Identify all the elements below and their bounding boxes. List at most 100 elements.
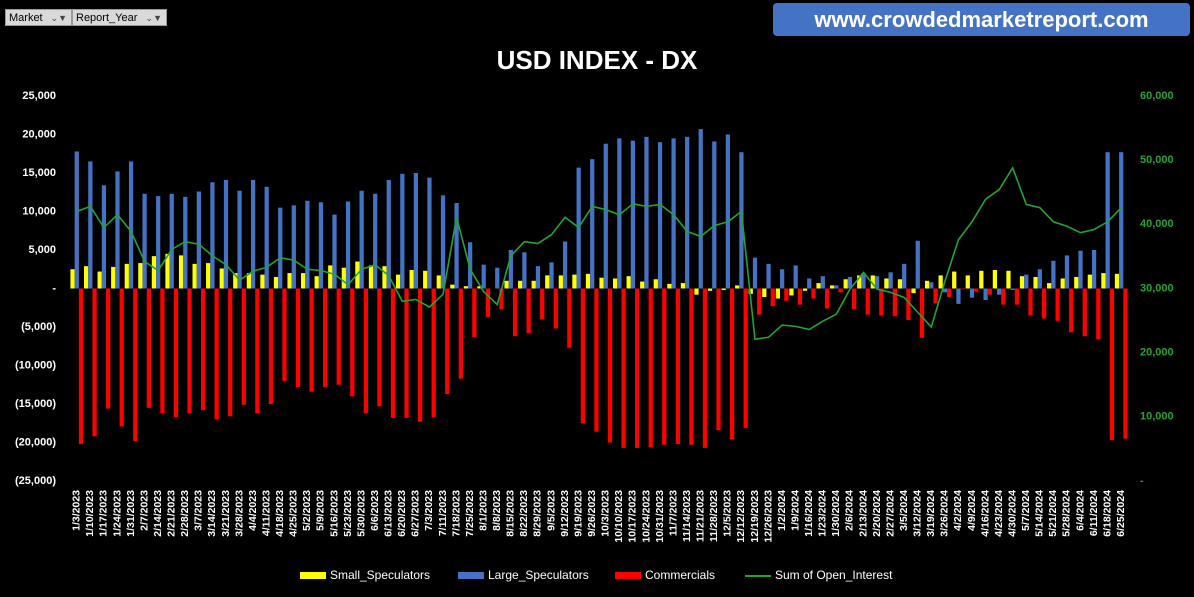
bar bbox=[246, 273, 251, 289]
bar bbox=[241, 288, 246, 405]
x-tick-label: 6/11/2024 bbox=[1088, 490, 1100, 536]
x-tick-label: 12/26/2023 bbox=[762, 490, 774, 543]
bar bbox=[219, 268, 224, 289]
bar bbox=[553, 288, 558, 329]
bar bbox=[1091, 250, 1097, 289]
bar bbox=[897, 279, 903, 289]
bar bbox=[535, 266, 541, 289]
x-tick-label: 4/4/2023 bbox=[247, 490, 259, 531]
x-tick-label: 1/2/2024 bbox=[776, 490, 788, 531]
bar bbox=[518, 280, 523, 289]
bar bbox=[648, 288, 653, 448]
bar bbox=[1037, 269, 1042, 289]
filter-button[interactable]: Report_Year ⌄▼ bbox=[72, 9, 167, 26]
x-tick-label: 8/15/2023 bbox=[505, 490, 517, 537]
bar bbox=[468, 242, 473, 289]
bar bbox=[1019, 276, 1025, 289]
bar bbox=[1074, 276, 1079, 289]
bar bbox=[206, 263, 211, 289]
bar bbox=[915, 240, 920, 289]
y-tick-label: (10,000) bbox=[15, 359, 56, 371]
bar bbox=[572, 274, 577, 289]
bar bbox=[74, 151, 79, 289]
bar bbox=[689, 288, 694, 445]
bar bbox=[341, 267, 346, 289]
bar bbox=[865, 288, 870, 315]
bar bbox=[680, 283, 686, 289]
bar bbox=[328, 265, 333, 289]
x-tick-label: 2/21/2023 bbox=[166, 490, 178, 537]
x-tick-label: 4/16/2024 bbox=[979, 490, 991, 537]
bar bbox=[83, 266, 89, 289]
bar bbox=[512, 288, 518, 337]
y2-tick-label: 50,000 bbox=[1140, 154, 1174, 166]
bar bbox=[802, 288, 808, 291]
bar bbox=[477, 286, 482, 289]
bar bbox=[440, 195, 446, 289]
x-tick-label: 4/18/2023 bbox=[274, 490, 286, 537]
x-tick-label: 1/24/2023 bbox=[111, 490, 123, 537]
filter-button[interactable]: Market ⌄▼ bbox=[5, 9, 72, 26]
y-tick-label: 5,000 bbox=[28, 244, 56, 256]
bar bbox=[1064, 255, 1070, 289]
bar bbox=[852, 288, 857, 310]
bar bbox=[106, 288, 111, 409]
x-tick-label: 6/6/2023 bbox=[369, 490, 381, 531]
bar bbox=[612, 278, 618, 289]
bar bbox=[789, 288, 794, 296]
bar bbox=[1082, 288, 1087, 337]
bar bbox=[305, 200, 310, 289]
bar bbox=[1028, 288, 1033, 316]
bar bbox=[463, 286, 469, 289]
legend-swatch bbox=[615, 572, 641, 579]
line bbox=[76, 166, 1122, 341]
bar bbox=[884, 278, 889, 289]
bar bbox=[223, 179, 229, 289]
bar bbox=[260, 274, 265, 289]
bar bbox=[847, 276, 853, 289]
x-tick-label: 12/19/2023 bbox=[749, 490, 761, 543]
bar bbox=[906, 288, 911, 321]
bar bbox=[635, 288, 640, 448]
bar bbox=[947, 288, 952, 297]
x-tick-label: 8/29/2023 bbox=[532, 490, 544, 537]
x-tick-label: 5/14/2024 bbox=[1034, 490, 1046, 537]
bar bbox=[368, 265, 374, 289]
x-tick-label: 7/18/2023 bbox=[450, 490, 462, 537]
bar bbox=[386, 179, 391, 289]
bar bbox=[395, 274, 401, 289]
bar bbox=[1047, 283, 1052, 289]
bar bbox=[115, 171, 120, 289]
x-tick-label: 3/14/2023 bbox=[206, 490, 218, 537]
x-tick-label: 6/13/2023 bbox=[383, 490, 395, 537]
bar bbox=[1119, 152, 1124, 289]
bar bbox=[404, 288, 409, 418]
bar bbox=[427, 177, 432, 289]
y2-tick-label: 60,000 bbox=[1140, 90, 1174, 102]
bar bbox=[675, 288, 680, 445]
bar bbox=[974, 288, 979, 292]
bar bbox=[409, 270, 414, 289]
bar bbox=[436, 275, 441, 289]
bar bbox=[843, 279, 848, 289]
bar bbox=[965, 275, 970, 289]
x-tick-label: 5/30/2023 bbox=[355, 490, 367, 537]
x-tick-label: 2/7/2023 bbox=[138, 490, 150, 531]
bar bbox=[938, 275, 943, 289]
x-tick-label: 7/11/2023 bbox=[437, 490, 449, 536]
y-tick-label: (25,000) bbox=[15, 475, 56, 487]
x-tick-label: 2/27/2024 bbox=[884, 490, 896, 537]
bar bbox=[200, 288, 206, 411]
legend-label: Large_Speculators bbox=[488, 568, 589, 582]
bar bbox=[630, 140, 636, 289]
bar bbox=[933, 288, 938, 304]
bar bbox=[250, 179, 256, 289]
bar bbox=[178, 255, 184, 289]
x-tick-label: 7/3/2023 bbox=[423, 490, 435, 531]
y-tick-label: 15,000 bbox=[22, 167, 56, 179]
y-tick-label: (20,000) bbox=[15, 436, 56, 448]
bar bbox=[295, 288, 301, 388]
bar bbox=[987, 288, 992, 295]
bar bbox=[562, 241, 568, 289]
